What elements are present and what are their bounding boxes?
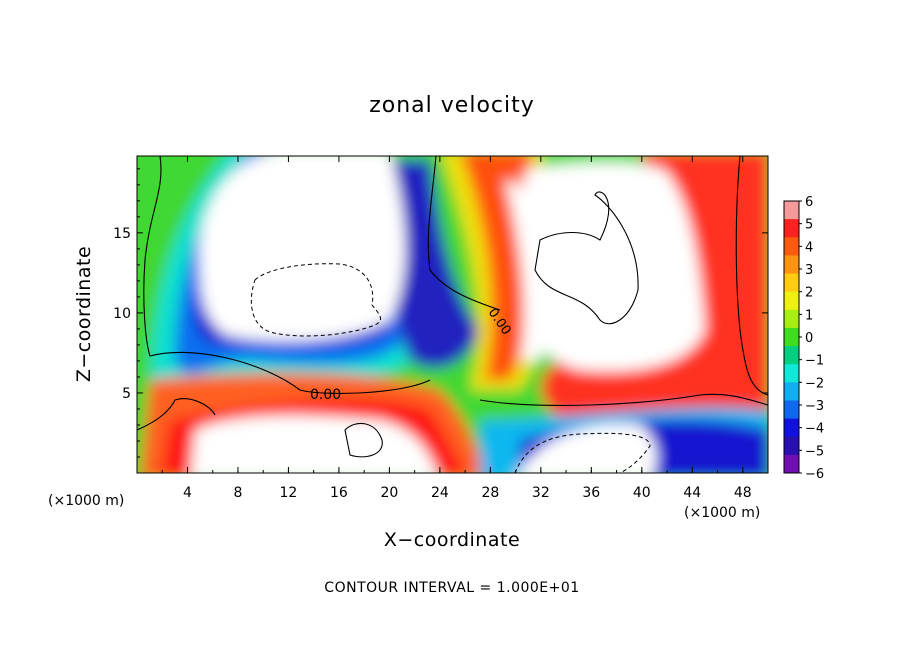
y-tick-label-1: 10 <box>113 306 131 322</box>
colorbar-label-6: 0 <box>805 331 813 346</box>
colorbar-label-11: −5 <box>805 444 824 459</box>
colorbar-label-2: 4 <box>805 240 813 255</box>
y-tick-label-2: 15 <box>113 226 131 242</box>
x-axis-ticks: 4 8 12 16 20 24 28 32 36 40 44 48 <box>161 156 752 501</box>
x-tick-label-5: 24 <box>431 485 449 501</box>
contour-zero-right <box>735 156 768 396</box>
contour-pos-upper-right <box>534 191 639 325</box>
colorbar-label-3: 3 <box>805 263 813 278</box>
plot-area: 0.00 0.00 <box>137 156 768 473</box>
y-axis-ticks: 5 10 15 <box>113 168 768 458</box>
colorbar-label-4: 2 <box>805 286 813 301</box>
contour-zero-lower-left <box>137 398 216 431</box>
colorbar-swatch-8 <box>784 346 799 365</box>
colorbar-swatch-6 <box>784 309 799 329</box>
contour-neg-upper-left <box>250 263 382 337</box>
contour-zero-lower <box>479 393 768 406</box>
x-unit-right: (×1000 m) <box>684 505 760 521</box>
y-tick-label-0: 5 <box>122 386 131 402</box>
x-tick-label-3: 16 <box>330 485 348 501</box>
field-sat-lower-right <box>519 423 657 473</box>
x-tick-label-6: 28 <box>481 485 499 501</box>
colorbar-swatch-10 <box>784 382 799 401</box>
contour-pos-lower-middle <box>344 422 383 458</box>
colorbar-label-7: −1 <box>805 354 824 369</box>
colorbar-swatch-1 <box>784 219 799 238</box>
colorbar-label-10: −4 <box>805 422 824 437</box>
x-tick-label-4: 20 <box>380 485 398 501</box>
contour-lines <box>137 156 768 458</box>
contour-neg-lower-right <box>514 432 651 473</box>
colorbar-swatch-5 <box>784 291 799 311</box>
field-sat-upper-left <box>199 156 406 342</box>
contour-label: 0.00 <box>310 387 341 403</box>
x-tick-label-7: 32 <box>532 485 550 501</box>
colorbar-swatch-9 <box>784 364 799 383</box>
x-tick-label-10: 44 <box>683 485 701 501</box>
contour-lines-dashed <box>250 263 651 473</box>
x-axis-label: X−coordinate <box>384 529 520 551</box>
colorbar-label-8: −2 <box>805 376 824 391</box>
field-neg-middle <box>380 160 480 369</box>
colorbar-swatch-0 <box>784 201 799 220</box>
colorbar: 6 5 4 3 2 1 0 −1 −2 −3 −4 −5 −6 <box>783 195 824 482</box>
contour-zero-middle <box>427 156 501 311</box>
colorbar-label-9: −3 <box>805 399 824 414</box>
colorbar-swatch-13 <box>784 436 799 456</box>
contour-zero-left <box>143 156 431 394</box>
field-sat-upper-right <box>521 162 705 372</box>
colorbar-label-1: 5 <box>805 218 813 233</box>
colorbar-swatch-14 <box>784 454 799 474</box>
x-tick-label-8: 36 <box>582 485 600 501</box>
x-tick-label-1: 8 <box>233 485 242 501</box>
colorbar-label-0: 6 <box>805 195 813 210</box>
chart-title: zonal velocity <box>369 93 535 118</box>
colorbar-swatch-3 <box>784 255 799 275</box>
colorbar-swatch-11 <box>784 400 799 420</box>
x-tick-label-9: 40 <box>633 485 651 501</box>
x-unit-left: (×1000 m) <box>48 493 124 509</box>
colorbar-swatch-4 <box>784 273 799 293</box>
field-pos-upper-right <box>541 156 768 420</box>
x-tick-label-11: 48 <box>734 485 752 501</box>
colorbar-label-5: 1 <box>805 308 813 323</box>
plot-frame <box>136 155 769 474</box>
colorbar-swatch-7 <box>784 327 799 347</box>
colorbar-swatch-12 <box>784 418 799 438</box>
colorbar-label-12: −6 <box>805 467 824 482</box>
y-axis-label: Z−coordinate <box>73 246 95 382</box>
contour-interval-note: CONTOUR INTERVAL = 1.000E+01 <box>324 580 579 596</box>
colorbar-swatch-2 <box>784 237 799 256</box>
x-tick-label-2: 12 <box>280 485 298 501</box>
x-tick-label-0: 4 <box>183 485 192 501</box>
